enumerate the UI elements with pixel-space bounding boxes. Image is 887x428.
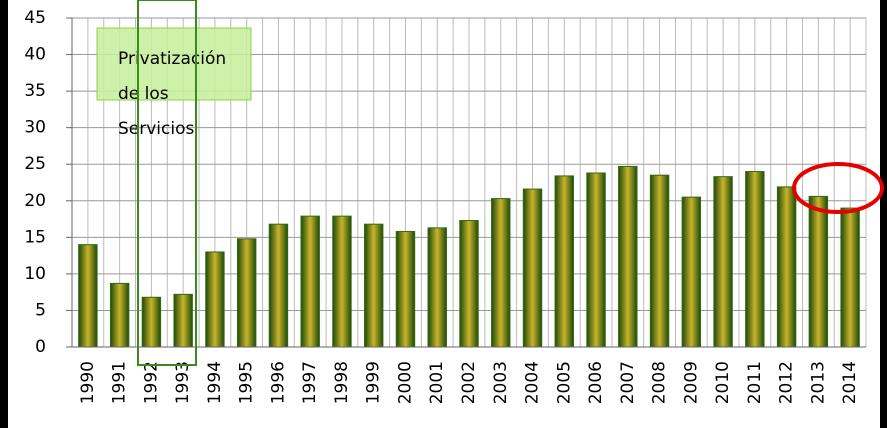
bar [300, 215, 320, 348]
x-tick-label: 1996 [268, 361, 288, 404]
x-tick-label: 2008 [650, 361, 670, 404]
bar [586, 172, 606, 348]
x-tick-label: 2000 [395, 361, 415, 404]
x-tick-label: 2006 [586, 361, 606, 404]
y-tick-label: 45 [24, 8, 46, 28]
y-tick-label: 20 [24, 191, 46, 211]
highlight-box [137, 0, 197, 366]
x-tick-label: 2012 [777, 361, 797, 404]
annotation-text: Servicios [118, 119, 194, 139]
x-tick-label: 2007 [618, 361, 638, 404]
bar [236, 238, 257, 348]
bar [522, 188, 543, 348]
bar [649, 174, 670, 348]
bar [78, 244, 98, 348]
bar [268, 223, 289, 348]
bar [109, 282, 130, 348]
bar [840, 207, 860, 348]
bar [141, 296, 162, 348]
x-tick-label: 2004 [523, 361, 543, 404]
x-tick-label: 2003 [491, 361, 511, 404]
bar [745, 171, 765, 348]
y-tick-label: 25 [24, 154, 46, 174]
annotation-text: de los [118, 84, 169, 104]
bar [173, 293, 193, 348]
x-tick-label: 1997 [300, 361, 320, 404]
y-tick-label: 35 [24, 81, 46, 101]
y-tick-label: 0 [35, 337, 46, 357]
bar [618, 165, 638, 348]
x-tick-label: 1992 [141, 361, 161, 404]
y-tick-label: 30 [24, 118, 46, 138]
y-tick-label: 10 [24, 264, 46, 284]
bar [332, 215, 352, 348]
x-tick-label: 1995 [237, 361, 257, 404]
annotation-box [96, 27, 252, 101]
y-tick-label: 40 [24, 45, 46, 65]
bar [459, 220, 479, 348]
x-tick-label: 1991 [110, 361, 130, 404]
x-tick-label: 2014 [840, 361, 860, 404]
x-tick-label: 1990 [78, 361, 98, 404]
x-tick-label: 1993 [173, 361, 193, 404]
x-tick-label: 2013 [808, 361, 828, 404]
x-tick-label: 2002 [459, 361, 479, 404]
y-tick-label: 5 [35, 300, 46, 320]
bar [681, 196, 702, 348]
highlight-ellipse [792, 162, 884, 214]
bar [205, 251, 225, 348]
bar [554, 175, 574, 348]
x-tick-label: 2010 [713, 361, 733, 404]
bar [808, 195, 829, 348]
annotation-text: Privatización [118, 49, 226, 69]
bar [395, 230, 416, 348]
bar [364, 223, 384, 348]
bar [713, 176, 733, 348]
x-tick-label: 1998 [332, 361, 352, 404]
x-tick-label: 2011 [745, 361, 765, 404]
x-tick-label: 2005 [554, 361, 574, 404]
x-tick-label: 2001 [427, 361, 447, 404]
x-tick-label: 1994 [205, 361, 225, 404]
bar [491, 198, 511, 348]
bar [427, 227, 447, 348]
x-tick-label: 1999 [364, 361, 384, 404]
y-tick-label: 15 [24, 227, 46, 247]
x-tick-label: 2009 [681, 361, 701, 404]
bar [776, 186, 797, 348]
